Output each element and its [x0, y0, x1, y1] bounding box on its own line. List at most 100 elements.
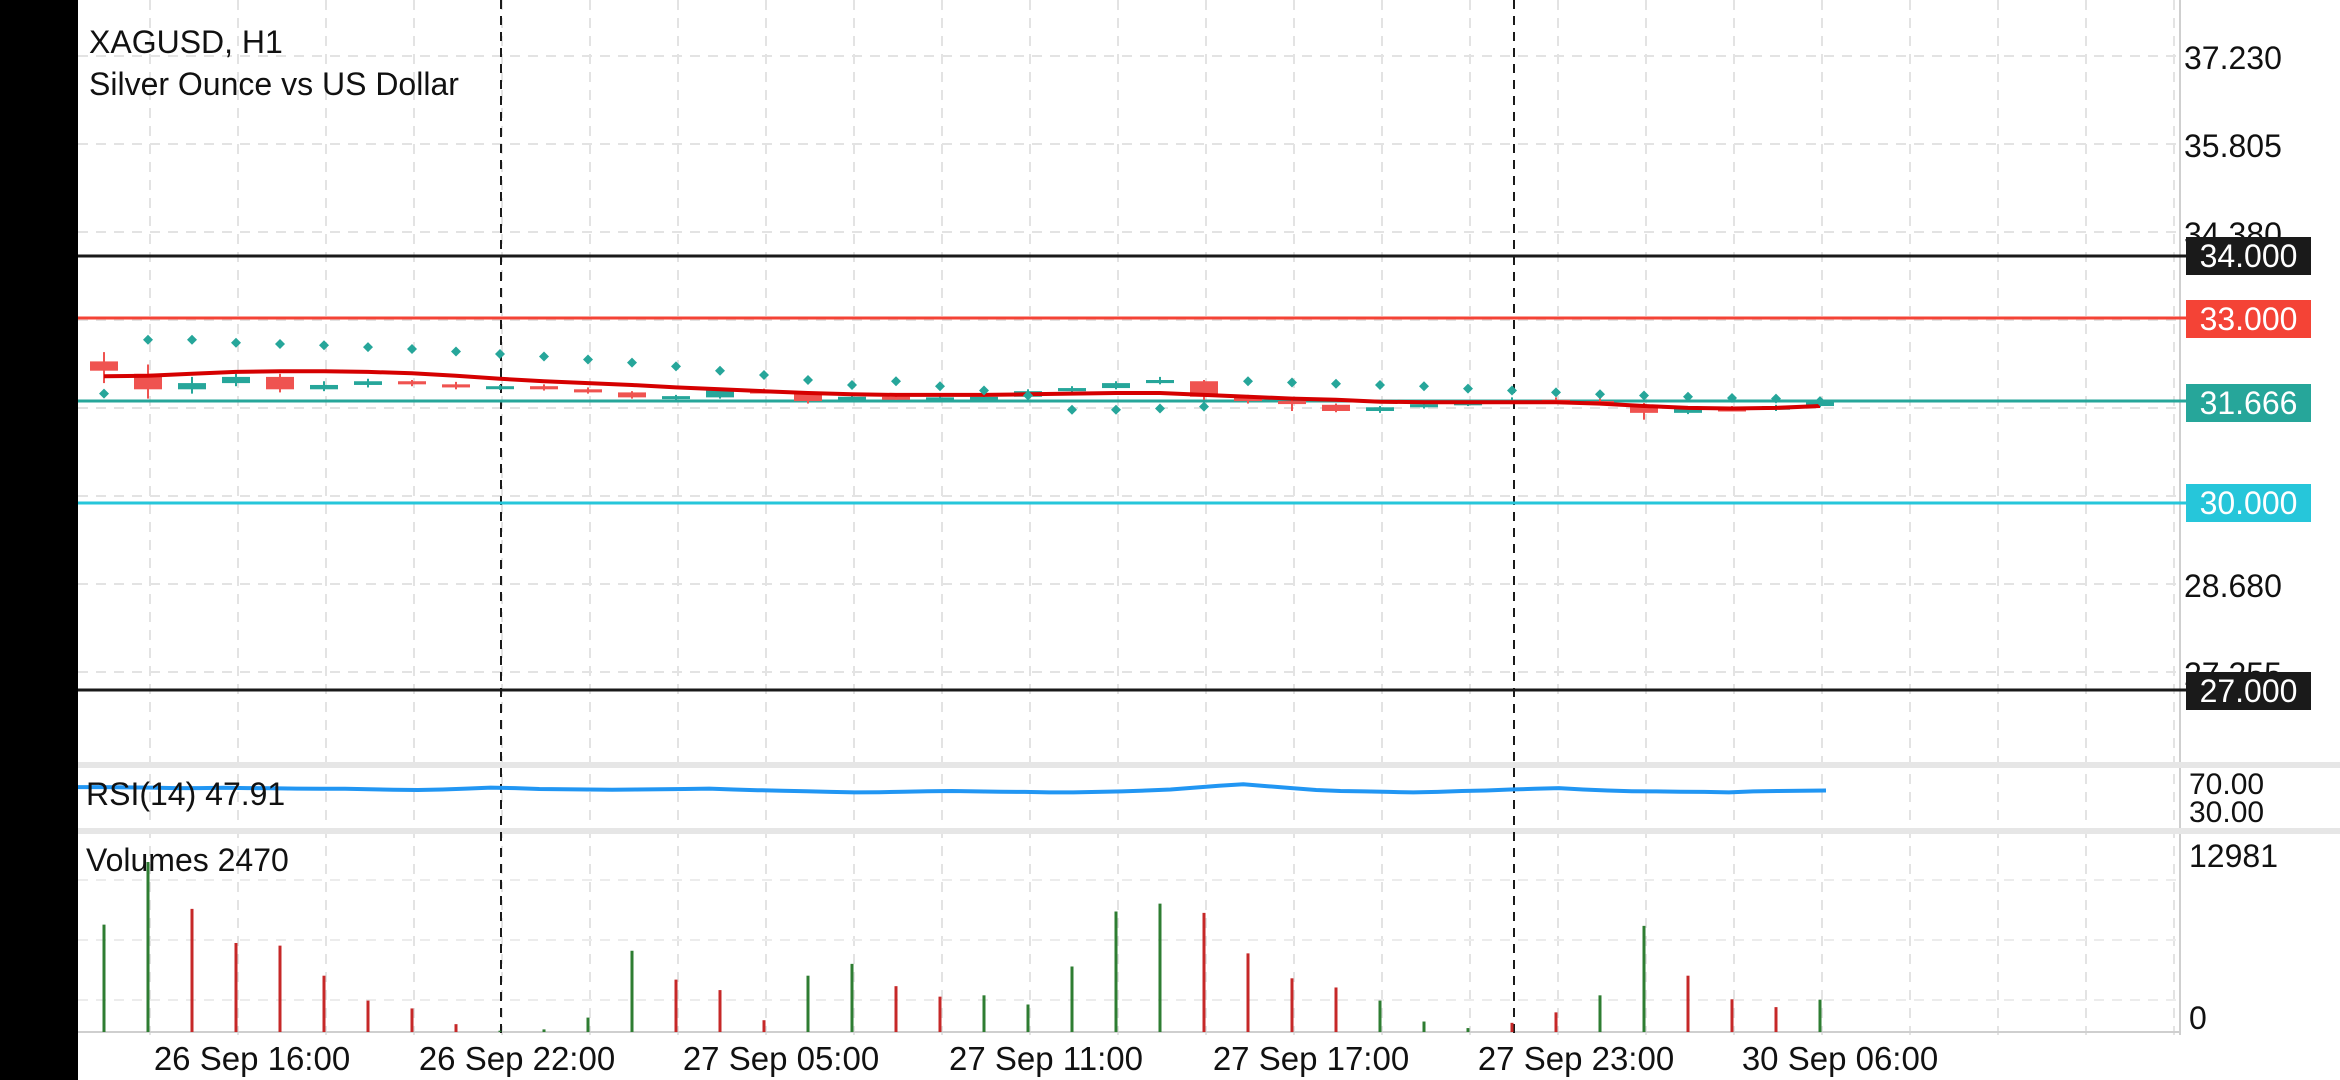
volumes-panel: [102, 862, 1822, 1032]
parabolic-sar-dot: [1199, 401, 1209, 412]
candle-body: [1674, 408, 1702, 413]
parabolic-sar-dot: [671, 361, 681, 372]
candle-body: [794, 392, 822, 402]
parabolic-sar-dot: [451, 346, 461, 357]
volumes-max-label: 12981: [2189, 838, 2278, 874]
symbol-timeframe: XAGUSD, H1: [89, 24, 283, 60]
time-axis-label: 30 Sep 06:00: [1741, 1040, 1939, 1077]
candle-body: [662, 396, 690, 400]
parabolic-sar-dot: [187, 334, 197, 345]
time-axis-label: 27 Sep 11:00: [949, 1040, 1143, 1077]
screen-left-edge: [0, 0, 78, 1080]
rsi-line: [78, 782, 1827, 795]
level-badge-33[interactable]: 33.000: [2186, 300, 2311, 338]
parabolic-sar-dot: [1111, 404, 1121, 415]
parabolic-sar-dot: [583, 354, 593, 365]
candle-body: [486, 386, 514, 390]
volumes-label: Volumes 2470: [86, 842, 289, 878]
candle-body: [266, 376, 294, 390]
candle-body: [1410, 404, 1438, 408]
parabolic-sar-dot: [539, 351, 549, 362]
parabolic-sar-dot: [495, 348, 505, 359]
parabolic-sar-dot: [1683, 391, 1693, 402]
panel-separator: [78, 762, 2340, 768]
parabolic-sar-dot: [275, 339, 285, 350]
price-axis-label: 35.805: [2184, 128, 2282, 164]
parabolic-sar-dot: [1375, 379, 1385, 390]
candle-body: [1366, 407, 1394, 411]
rsi-panel: [78, 782, 1827, 795]
parabolic-sar-dot: [363, 342, 373, 353]
candle-body: [1058, 388, 1086, 392]
chart-grid: [78, 0, 2340, 1035]
candle-body: [706, 390, 734, 398]
parabolic-sar-dot: [759, 370, 769, 381]
candle-body: [1146, 380, 1174, 384]
price-axis-label: 37.230: [2184, 40, 2282, 76]
price-panel: [78, 254, 2186, 692]
parabolic-sar-dot: [1067, 404, 1077, 415]
candle-body: [1322, 404, 1350, 411]
parabolic-sar-dot: [1595, 389, 1605, 400]
candle-body: [442, 384, 470, 388]
candle-body: [354, 381, 382, 385]
parabolic-sar-dot: [1727, 392, 1737, 403]
current-price-badge: 31.666: [2186, 384, 2311, 422]
panel-separator: [78, 828, 2340, 834]
parabolic-sar-dot: [1155, 403, 1165, 414]
candle-body: [926, 397, 954, 401]
parabolic-sar-dot: [143, 334, 153, 345]
candle-body: [398, 381, 426, 385]
candle-body: [530, 386, 558, 390]
candle-body: [838, 396, 866, 402]
level-badge-27[interactable]: 27.000: [2186, 672, 2311, 710]
parabolic-sar-dot: [1771, 393, 1781, 404]
parabolic-sar-dot: [1243, 376, 1253, 387]
candle-body: [574, 389, 602, 393]
parabolic-sar-dot: [1287, 377, 1297, 388]
parabolic-sar-dot: [979, 385, 989, 396]
moving-average-line: [103, 369, 1821, 411]
candle-body: [1102, 383, 1130, 389]
candle-body: [882, 396, 910, 400]
level-badge-30[interactable]: 30.000: [2186, 484, 2311, 522]
rsi-level-30: 30.00: [2189, 796, 2265, 829]
parabolic-sar-dot: [1507, 385, 1517, 396]
candle-body: [222, 376, 250, 384]
parabolic-sar-dot: [99, 388, 109, 399]
time-axis-label: 27 Sep 05:00: [682, 1040, 880, 1077]
candle-body: [618, 392, 646, 398]
volumes-min-label: 0: [2189, 1000, 2207, 1036]
candle-body: [310, 384, 338, 390]
time-axis-label: 26 Sep 16:00: [153, 1040, 351, 1077]
parabolic-sar-dot: [627, 357, 637, 368]
parabolic-sar-dot: [715, 365, 725, 376]
parabolic-sar-dot: [847, 379, 857, 390]
parabolic-sar-dot: [1023, 390, 1033, 401]
time-axis-label: 27 Sep 23:00: [1477, 1040, 1675, 1077]
parabolic-sar-dot: [1551, 387, 1561, 398]
parabolic-sar-dot: [407, 344, 417, 354]
level-badge-34[interactable]: 34.000: [2186, 237, 2311, 275]
candle-body: [1630, 404, 1658, 413]
candle-body: [178, 383, 206, 390]
parabolic-sar-dot: [935, 381, 945, 392]
parabolic-sar-dot: [1331, 378, 1341, 389]
parabolic-sar-dot: [319, 340, 329, 351]
symbol-description: Silver Ounce vs US Dollar: [89, 66, 459, 102]
parabolic-sar-dot: [891, 376, 901, 387]
parabolic-sar-dot: [1463, 383, 1473, 394]
parabolic-sar-dot: [1419, 381, 1429, 392]
parabolic-sar-dot: [1639, 390, 1649, 401]
parabolic-sar-dot: [1815, 396, 1825, 407]
time-axis-label: 27 Sep 17:00: [1212, 1040, 1410, 1077]
price-axis-label: 28.680: [2184, 568, 2282, 604]
rsi-level-70: 70.00: [2189, 768, 2265, 801]
candle-body: [90, 361, 118, 371]
candle-body: [1234, 396, 1262, 402]
candle-body: [1278, 401, 1306, 405]
parabolic-sar-dot: [231, 337, 241, 348]
candle-body: [970, 396, 998, 400]
time-axis-label: 26 Sep 22:00: [418, 1040, 616, 1077]
